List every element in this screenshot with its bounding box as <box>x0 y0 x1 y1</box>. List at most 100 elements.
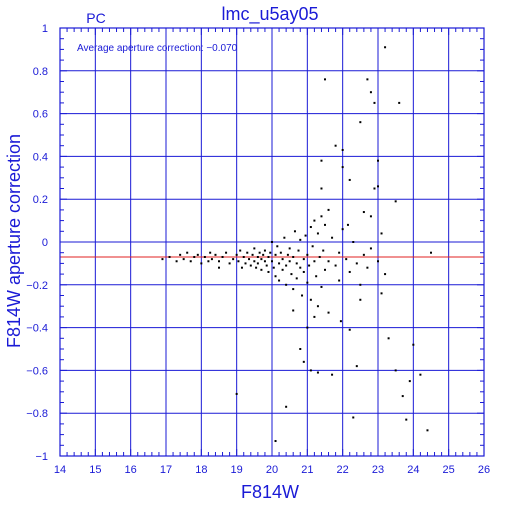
data-point <box>398 101 401 104</box>
data-point <box>271 241 273 243</box>
data-point <box>341 166 344 169</box>
data-point <box>290 273 293 276</box>
data-point <box>408 380 411 383</box>
y-tick-label: −0.2 <box>26 280 48 292</box>
data-point <box>207 260 210 263</box>
data-point <box>274 253 277 256</box>
data-point <box>302 360 305 363</box>
data-point <box>334 264 337 267</box>
data-point <box>302 258 305 261</box>
data-point <box>168 255 171 258</box>
corner-label: PC <box>86 10 105 26</box>
data-point <box>260 268 263 271</box>
data-point <box>362 211 365 214</box>
data-point <box>430 251 432 254</box>
data-point <box>285 283 288 286</box>
data-point <box>286 253 289 256</box>
y-tick-label: −0.6 <box>26 365 48 377</box>
x-tick-label: 18 <box>195 464 207 476</box>
data-point <box>401 395 404 398</box>
data-point <box>331 236 334 239</box>
tick-labels: 14 15 16 17 18 19 20 21 22 23 24 25 26 −1 −0.8 −0.6 −0.4… <box>26 23 490 476</box>
data-point <box>322 249 325 252</box>
data-point <box>306 326 309 329</box>
data-point <box>189 260 192 263</box>
data-point <box>292 309 295 312</box>
x-tick-label: 24 <box>407 464 419 476</box>
data-point <box>348 178 351 181</box>
data-point <box>362 253 365 256</box>
data-point <box>267 270 270 273</box>
data-point <box>352 241 355 243</box>
data-point <box>272 266 275 269</box>
data-point <box>274 440 277 443</box>
data-point <box>228 262 231 265</box>
data-point <box>295 277 298 280</box>
data-point <box>182 258 185 261</box>
x-tick-label: 16 <box>125 464 137 476</box>
data-point <box>338 251 341 254</box>
data-point <box>355 262 358 265</box>
data-point <box>251 253 254 256</box>
data-points <box>161 46 432 443</box>
data-point <box>271 260 273 263</box>
x-tick-label: 23 <box>372 464 384 476</box>
x-tick-label: 15 <box>89 464 101 476</box>
x-tick-label: 19 <box>231 464 243 476</box>
data-point <box>253 260 256 263</box>
data-point <box>179 253 182 256</box>
data-point <box>331 373 334 376</box>
data-point <box>274 275 277 278</box>
data-point <box>308 264 311 267</box>
data-point <box>255 266 258 269</box>
data-point <box>258 251 261 254</box>
data-point <box>285 405 288 408</box>
data-point <box>369 215 372 218</box>
data-point <box>253 247 256 250</box>
y-tick-label: 0.2 <box>33 194 48 206</box>
data-point <box>221 255 224 258</box>
data-point <box>324 78 326 81</box>
data-point <box>193 255 196 258</box>
data-point <box>278 279 281 282</box>
data-point <box>295 262 298 265</box>
y-tick-label: −0.4 <box>26 323 48 335</box>
data-point <box>279 251 282 254</box>
data-point <box>263 249 266 252</box>
data-point <box>269 251 272 254</box>
data-point <box>419 373 422 376</box>
data-point <box>318 255 321 258</box>
data-point <box>339 320 342 323</box>
data-point <box>210 258 213 261</box>
data-point <box>306 253 309 256</box>
y-tick-label: 1 <box>42 23 48 35</box>
data-point <box>218 266 220 269</box>
x-tick-label: 17 <box>160 464 172 476</box>
data-point <box>309 298 312 301</box>
data-point <box>313 219 316 222</box>
data-point <box>302 270 305 273</box>
data-point <box>377 185 379 188</box>
data-point <box>288 247 291 250</box>
data-point <box>292 288 295 291</box>
data-point <box>256 262 259 265</box>
data-point <box>412 343 415 346</box>
data-point <box>359 283 362 286</box>
data-point <box>311 245 314 248</box>
data-point <box>161 258 164 261</box>
data-point <box>352 416 355 419</box>
y-tick-label: 0.4 <box>33 151 48 163</box>
y-tick-label: −0.8 <box>26 408 48 420</box>
average-annotation: Average aperture correction: −0.070 <box>77 43 238 54</box>
x-tick-label: 26 <box>478 464 490 476</box>
chart-title: lmc_u5ay05 <box>221 4 318 25</box>
data-point <box>218 260 220 263</box>
data-point <box>281 258 284 261</box>
data-point <box>299 238 302 241</box>
data-point <box>394 369 397 372</box>
data-point <box>313 315 316 318</box>
data-point <box>327 311 330 314</box>
x-tick-label: 14 <box>54 464 66 476</box>
data-point <box>242 255 245 258</box>
data-point <box>200 262 203 265</box>
